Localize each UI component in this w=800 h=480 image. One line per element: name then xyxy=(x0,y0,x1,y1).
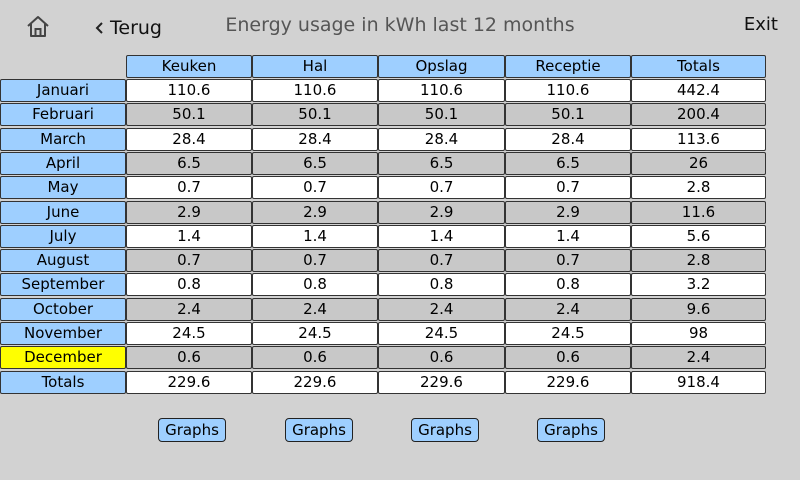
table-cell: 0.8 xyxy=(378,273,505,297)
table-cell: 2.4 xyxy=(631,346,766,370)
row-label: Februari xyxy=(0,103,126,127)
table-cell: 1.4 xyxy=(252,224,378,248)
table-cell: 50.1 xyxy=(252,103,378,127)
row-label: September xyxy=(0,273,126,297)
table-cell: 24.5 xyxy=(252,322,378,345)
table-cell: 2.4 xyxy=(505,297,631,321)
chevron-left-icon xyxy=(95,22,103,34)
table-cell: 0.7 xyxy=(505,176,631,200)
table-cell: 229.6 xyxy=(505,370,631,394)
table-cell: 0.6 xyxy=(505,346,631,370)
table-cell: 24.5 xyxy=(126,322,252,345)
table-cell: 0.7 xyxy=(378,176,505,200)
table-cell: 28.4 xyxy=(126,127,252,151)
table-cell: 98 xyxy=(631,322,766,345)
table-cell: 2.4 xyxy=(252,297,378,321)
row-label: October xyxy=(0,297,126,321)
row-label: May xyxy=(0,176,126,200)
row-label: Totals xyxy=(0,370,126,394)
top-bar: Terug Energy usage in kWh last 12 months… xyxy=(0,0,800,54)
table-cell: 2.4 xyxy=(126,297,252,321)
graphs-button-keuken[interactable]: Graphs xyxy=(158,418,226,442)
back-label: Terug xyxy=(110,17,162,39)
table-cell: 11.6 xyxy=(631,200,766,224)
table-cell: 24.5 xyxy=(378,322,505,345)
table-cell: 0.7 xyxy=(378,249,505,273)
home-icon xyxy=(27,16,49,37)
table-cell: 28.4 xyxy=(505,127,631,151)
table-cell: 0.7 xyxy=(126,176,252,200)
table-cell: 110.6 xyxy=(252,79,378,102)
table-cell: 0.8 xyxy=(126,273,252,297)
graphs-button-receptie[interactable]: Graphs xyxy=(537,418,605,442)
table-cell: 110.6 xyxy=(126,79,252,102)
exit-button[interactable]: Exit xyxy=(743,14,778,35)
table-cell: 6.5 xyxy=(505,151,631,175)
table-cell: 229.6 xyxy=(378,370,505,394)
table-cell: 6.5 xyxy=(126,151,252,175)
table-cell: 50.1 xyxy=(126,103,252,127)
column-header: Keuken xyxy=(126,55,252,78)
row-label: March xyxy=(0,127,126,151)
table-cell: 229.6 xyxy=(126,370,252,394)
column-header: Hal xyxy=(252,55,378,78)
table-cell: 28.4 xyxy=(378,127,505,151)
table-cell: 0.7 xyxy=(505,249,631,273)
table-cell: 5.6 xyxy=(631,224,766,248)
table-cell: 1.4 xyxy=(505,224,631,248)
table-cell: 3.2 xyxy=(631,273,766,297)
row-label: August xyxy=(0,249,126,273)
row-label: April xyxy=(0,151,126,175)
table-cell: 26 xyxy=(631,151,766,175)
table-cell: 918.4 xyxy=(631,370,766,394)
table-cell: 113.6 xyxy=(631,127,766,151)
table-cell: 6.5 xyxy=(252,151,378,175)
row-label: December xyxy=(0,346,126,370)
table-cell: 2.4 xyxy=(378,297,505,321)
row-label: July xyxy=(0,224,126,248)
graphs-button-hal[interactable]: Graphs xyxy=(285,418,353,442)
table-cell: 0.6 xyxy=(126,346,252,370)
table-cell: 0.6 xyxy=(378,346,505,370)
row-label: Januari xyxy=(0,79,126,102)
table-cell: 0.8 xyxy=(505,273,631,297)
table-cell: 1.4 xyxy=(126,224,252,248)
table-cell: 0.8 xyxy=(252,273,378,297)
table-cell: 229.6 xyxy=(252,370,378,394)
column-header: Totals xyxy=(631,55,766,78)
table-cell: 200.4 xyxy=(631,103,766,127)
column-header: Opslag xyxy=(378,55,505,78)
row-label: November xyxy=(0,322,126,345)
column-header: Receptie xyxy=(505,55,631,78)
table-cell: 6.5 xyxy=(378,151,505,175)
table-cell: 1.4 xyxy=(378,224,505,248)
table-cell: 50.1 xyxy=(378,103,505,127)
table-cell: 110.6 xyxy=(378,79,505,102)
table-cell: 9.6 xyxy=(631,297,766,321)
back-button[interactable]: Terug xyxy=(92,14,162,42)
table-cell: 2.8 xyxy=(631,176,766,200)
table-cell: 50.1 xyxy=(505,103,631,127)
row-label: June xyxy=(0,200,126,224)
table-cell: 2.9 xyxy=(252,200,378,224)
table-cell: 2.8 xyxy=(631,249,766,273)
table-cell: 2.9 xyxy=(378,200,505,224)
table-cell: 0.7 xyxy=(252,176,378,200)
table-cell: 2.9 xyxy=(126,200,252,224)
table-cell: 2.9 xyxy=(505,200,631,224)
table-cell: 0.7 xyxy=(252,249,378,273)
table-cell: 24.5 xyxy=(505,322,631,345)
home-button[interactable] xyxy=(24,13,52,41)
table-cell: 110.6 xyxy=(505,79,631,102)
table-cell: 0.7 xyxy=(126,249,252,273)
table-cell: 442.4 xyxy=(631,79,766,102)
table-cell: 28.4 xyxy=(252,127,378,151)
graphs-button-opslag[interactable]: Graphs xyxy=(411,418,479,442)
table-cell: 0.6 xyxy=(252,346,378,370)
